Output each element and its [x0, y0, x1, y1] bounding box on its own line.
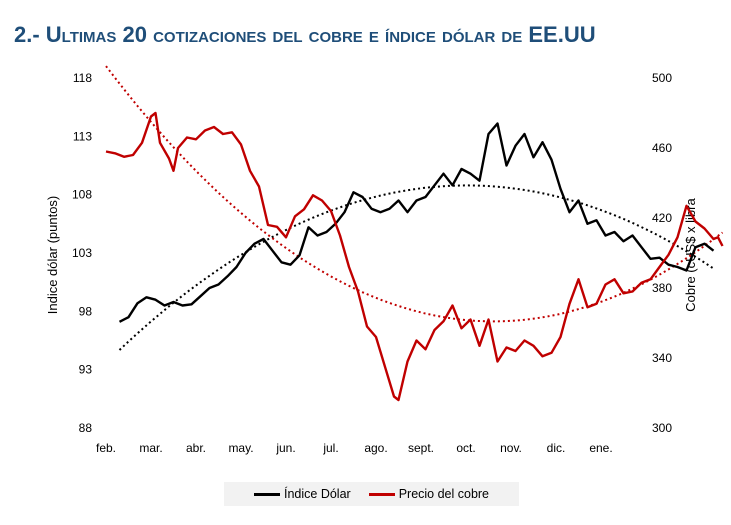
y-left-tick-label: 93	[79, 363, 93, 377]
y-left-tick-label: 108	[72, 188, 92, 202]
x-tick-label: oct.	[456, 441, 475, 455]
y-left-tick-label: 88	[79, 421, 93, 435]
x-tick-label: jul.	[322, 441, 338, 455]
x-tick-label: feb.	[96, 441, 116, 455]
y-right-tick-label: 420	[652, 211, 672, 225]
x-tick-label: jun.	[275, 441, 295, 455]
series-line-copper	[105, 111, 724, 402]
x-tick-label: dic.	[547, 441, 566, 455]
x-tick-label: may.	[228, 441, 253, 455]
y-left-tick-label: 103	[72, 246, 92, 260]
y-right-tick-label: 300	[652, 421, 672, 435]
y-right-tick-label: 500	[652, 71, 672, 85]
legend-swatch-copper	[368, 492, 395, 496]
legend-label-copper: Precio del cobre	[398, 487, 490, 501]
x-tick-label: mar.	[139, 441, 162, 455]
chart-title: 2.- Ultimas 20 cotizaciones del cobre e …	[14, 22, 596, 47]
legend-label-dollar: Índice Dólar	[283, 487, 351, 501]
y-right-tick-label: 460	[652, 141, 672, 155]
trendline-dollar	[118, 184, 715, 351]
x-tick-label: abr.	[186, 441, 206, 455]
series-lines	[105, 111, 724, 402]
x-tick-label: ago.	[364, 441, 387, 455]
trendline-copper	[105, 65, 724, 323]
y-right-tick-label: 340	[652, 351, 672, 365]
y-left-ticks: 118 113 108 103 98 93 88	[72, 71, 92, 435]
legend-swatch-dollar	[253, 492, 280, 496]
legend-item-dollar: Índice Dólar	[253, 487, 351, 501]
y-left-title: Indice dólar (puntos)	[45, 196, 60, 315]
trendlines	[105, 65, 724, 351]
series-line-dollar	[118, 122, 715, 323]
x-tick-label: ene.	[589, 441, 612, 455]
x-ticks: feb. mar. abr. may. jun. jul. ago. sept. oct. nov…	[96, 441, 613, 455]
x-tick-label: sept.	[408, 441, 434, 455]
y-right-tick-label: 380	[652, 281, 672, 295]
x-tick-label: nov.	[500, 441, 522, 455]
legend: Índice Dólar Precio del cobre	[224, 482, 519, 506]
y-left-tick-label: 118	[73, 71, 92, 85]
y-left-tick-label: 113	[73, 129, 92, 143]
y-right-ticks: 500 460 420 380 340 300	[652, 71, 672, 435]
y-left-tick-label: 98	[79, 304, 93, 318]
legend-item-copper: Precio del cobre	[368, 487, 490, 501]
